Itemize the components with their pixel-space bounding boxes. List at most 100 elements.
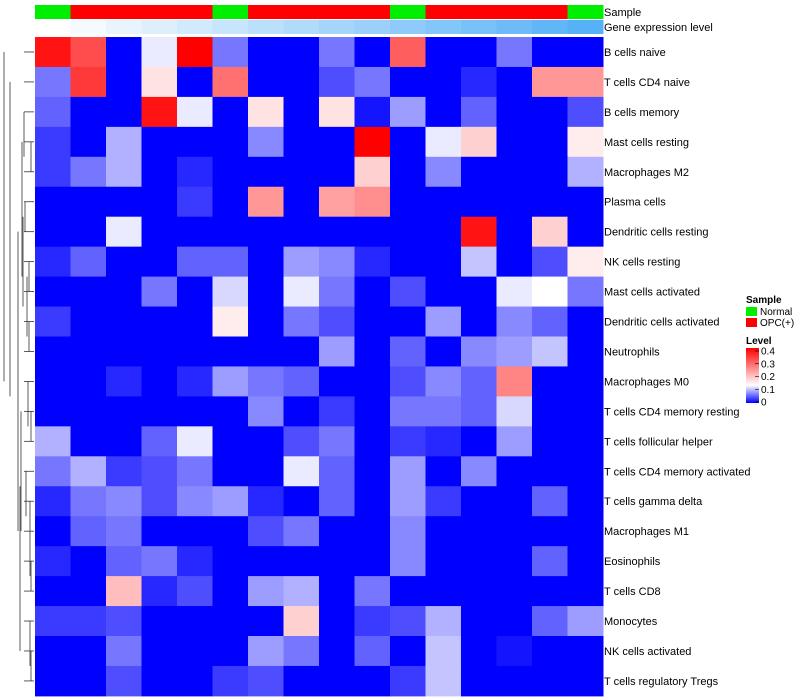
heatmap-cell (354, 156, 391, 188)
heatmap-cell (425, 606, 462, 637)
heatmap-cell (354, 306, 391, 337)
row-label: Dendritic cells activated (604, 317, 720, 329)
heatmap-cell (532, 456, 568, 487)
heatmap-cell (35, 486, 71, 517)
heatmap-cell (425, 396, 462, 427)
heatmap-cell (248, 306, 284, 337)
heatmap-cell (177, 156, 213, 188)
heatmap-cell (319, 156, 355, 188)
heatmap-cell (461, 366, 497, 397)
heatmap-cell (390, 216, 426, 248)
heatmap-cell (425, 486, 462, 517)
heatmap-cell (283, 96, 320, 128)
heatmap-cell (532, 546, 568, 577)
row-label: T cells CD4 naive (604, 77, 690, 89)
heatmap-cell (319, 576, 355, 607)
heatmap-cell (425, 456, 462, 487)
heatmap-cell (283, 246, 320, 278)
heatmap-cell (567, 456, 604, 487)
heatmap-cell (532, 216, 568, 248)
heatmap-cell (532, 186, 568, 218)
heatmap-cell (319, 546, 355, 577)
row-label: Macrophages M0 (604, 376, 689, 388)
heatmap-cell (496, 576, 533, 607)
heatmap-cell (35, 37, 71, 68)
heatmap-cell (496, 486, 533, 517)
heatmap-cell (283, 126, 320, 158)
gene-expression-annotation-cell (532, 20, 568, 34)
heatmap-cell (461, 246, 497, 278)
heatmap-cell (283, 636, 320, 667)
sample-annotation-cell (212, 5, 249, 19)
legend-level-tick-label: 0.4 (761, 347, 775, 358)
heatmap-cell (567, 66, 604, 98)
heatmap-cell (106, 37, 142, 68)
heatmap-cell (212, 306, 249, 337)
heatmap-cell (425, 186, 462, 218)
heatmap-cell (283, 37, 320, 68)
heatmap-cell (461, 37, 497, 68)
heatmap-cell (177, 546, 213, 577)
legend-level-tick-label: 0 (761, 398, 767, 409)
heatmap-cell (106, 306, 142, 337)
heatmap-cell (319, 665, 355, 697)
heatmap-cell (532, 576, 568, 607)
heatmap-cell (177, 126, 213, 158)
heatmap-cell (35, 186, 71, 218)
heatmap-cell (319, 486, 355, 517)
heatmap-cell (567, 156, 604, 188)
sample-annotation-cell (283, 5, 320, 19)
heatmap-cell (248, 546, 284, 577)
sample-annotation-cell (496, 5, 533, 19)
heatmap-cell (567, 606, 604, 637)
heatmap-cell (35, 336, 71, 367)
heatmap-cell (390, 96, 426, 128)
gene-expression-annotation-cell (319, 20, 355, 34)
heatmap-cell (425, 276, 462, 308)
heatmap-cell (141, 606, 178, 637)
heatmap-cell (141, 396, 178, 427)
heatmap-cell (496, 396, 533, 427)
heatmap-cell (70, 396, 107, 427)
heatmap-cell (70, 576, 107, 607)
heatmap-cell (390, 186, 426, 218)
heatmap-cell (70, 96, 107, 128)
track-label-sample: Sample (604, 7, 641, 19)
heatmap-cell (283, 366, 320, 397)
heatmap-cell (212, 216, 249, 248)
legend-sample-swatch (746, 307, 757, 316)
gene-expression-annotation-cell (390, 20, 426, 34)
heatmap-cell (532, 246, 568, 278)
sample-annotation-cell (177, 5, 213, 19)
heatmap-cell (141, 336, 178, 367)
heatmap-cell (319, 66, 355, 98)
heatmap-cell (532, 126, 568, 158)
heatmap-cell (496, 66, 533, 98)
heatmap-cell (390, 66, 426, 98)
heatmap-cell (319, 246, 355, 278)
row-label: T cells gamma delta (604, 496, 703, 508)
heatmap-cell (496, 366, 533, 397)
heatmap-cell (319, 216, 355, 248)
heatmap-cell (496, 186, 533, 218)
heatmap-cell (390, 336, 426, 367)
heatmap-cell (496, 546, 533, 577)
sample-annotation-cell (70, 5, 107, 19)
heatmap-cell (496, 426, 533, 457)
heatmap-cell (70, 186, 107, 218)
heatmap-cell (354, 276, 391, 308)
heatmap-cell (354, 246, 391, 278)
heatmap-cell (354, 426, 391, 457)
gene-expression-annotation-cell (461, 20, 497, 34)
heatmap-cell (567, 366, 604, 397)
heatmap-cell (106, 486, 142, 517)
heatmap-cell (461, 186, 497, 218)
heatmap-cell (70, 37, 107, 68)
heatmap-cell (177, 606, 213, 637)
legend-level-colorbar (746, 348, 759, 403)
heatmap-cell (354, 576, 391, 607)
heatmap-cell (106, 336, 142, 367)
heatmap-cell (390, 636, 426, 667)
heatmap-cell (390, 156, 426, 188)
